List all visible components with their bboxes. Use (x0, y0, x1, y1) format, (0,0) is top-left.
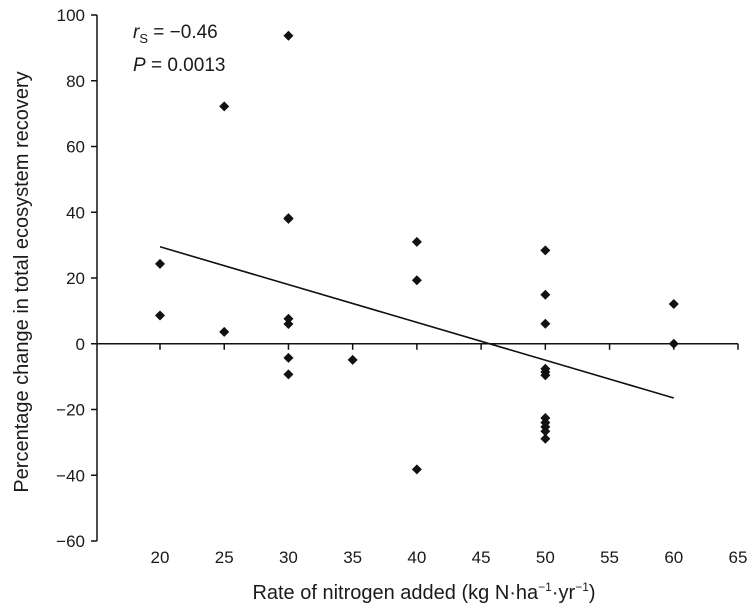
y-tick-label: 20 (66, 269, 85, 288)
x-tick-label: 45 (472, 548, 491, 567)
y-tick-label: 60 (66, 138, 85, 157)
p-symbol: P (133, 55, 146, 76)
y-tick-label: −60 (56, 532, 85, 551)
y-axis-title: Percentage change in total ecosystem rec… (11, 71, 33, 492)
y-tick-label: 0 (76, 335, 85, 354)
data-point (540, 289, 551, 300)
data-point (540, 370, 551, 381)
data-point (283, 313, 294, 324)
x-axis-title-sup1: −1 (538, 580, 552, 594)
data-point (283, 369, 294, 380)
x-tick-label: 50 (536, 548, 555, 567)
x-axis-title-sup2: −1 (575, 580, 589, 594)
spearman-annotation: rS = −0.46 (133, 22, 218, 46)
data-point (283, 213, 294, 224)
y-tick-label: −20 (56, 401, 85, 420)
x-tick-label: 30 (279, 548, 298, 567)
p-value-annotation: P = 0.0013 (133, 55, 225, 76)
data-point (219, 101, 230, 112)
x-tick-label: 25 (215, 548, 234, 567)
p-value: = 0.0013 (146, 55, 226, 76)
data-point (540, 426, 551, 437)
r-subscript: S (139, 31, 148, 46)
x-tick-label: 20 (151, 548, 170, 567)
data-point (283, 30, 294, 41)
data-point (668, 298, 679, 309)
x-tick-label: 60 (664, 548, 683, 567)
x-axis-title: Rate of nitrogen added (kg N·ha−1·yr−1) (252, 580, 595, 604)
data-point (540, 245, 551, 256)
r-value: = −0.46 (148, 22, 218, 43)
regression-line (159, 246, 675, 399)
x-axis-title-main: Rate of nitrogen added (kg N·ha (252, 582, 539, 604)
regression-line-group (159, 246, 675, 399)
data-point (155, 310, 165, 321)
data-point (283, 319, 294, 330)
data-point (155, 258, 165, 269)
data-point (411, 464, 422, 475)
x-tick-label: 35 (343, 548, 362, 567)
data-point (540, 433, 551, 444)
x-tick-label: 40 (407, 548, 426, 567)
data-point (540, 318, 551, 329)
data-point (668, 338, 679, 349)
x-tick-labels: 20 25 30 35 40 45 50 55 60 65 (151, 548, 748, 567)
x-axis-title-end: ) (589, 582, 596, 604)
y-tick-labels: −60 −40 −20 0 20 40 60 80 100 (56, 6, 85, 551)
data-point (219, 326, 230, 337)
y-tick-label: 40 (66, 203, 85, 222)
data-point (347, 354, 358, 365)
y-tick-label: 100 (57, 6, 85, 25)
y-tick-label: 80 (66, 72, 85, 91)
data-point (411, 236, 422, 247)
r-symbol: r (133, 22, 140, 43)
x-axis-title-mid: ·yr (552, 582, 576, 604)
tick-marks (91, 14, 739, 542)
x-tick-label: 55 (600, 548, 619, 567)
data-points (155, 30, 679, 475)
data-point (411, 275, 422, 286)
data-point (283, 352, 294, 363)
x-tick-label: 65 (729, 548, 748, 567)
y-tick-label: −40 (56, 466, 85, 485)
